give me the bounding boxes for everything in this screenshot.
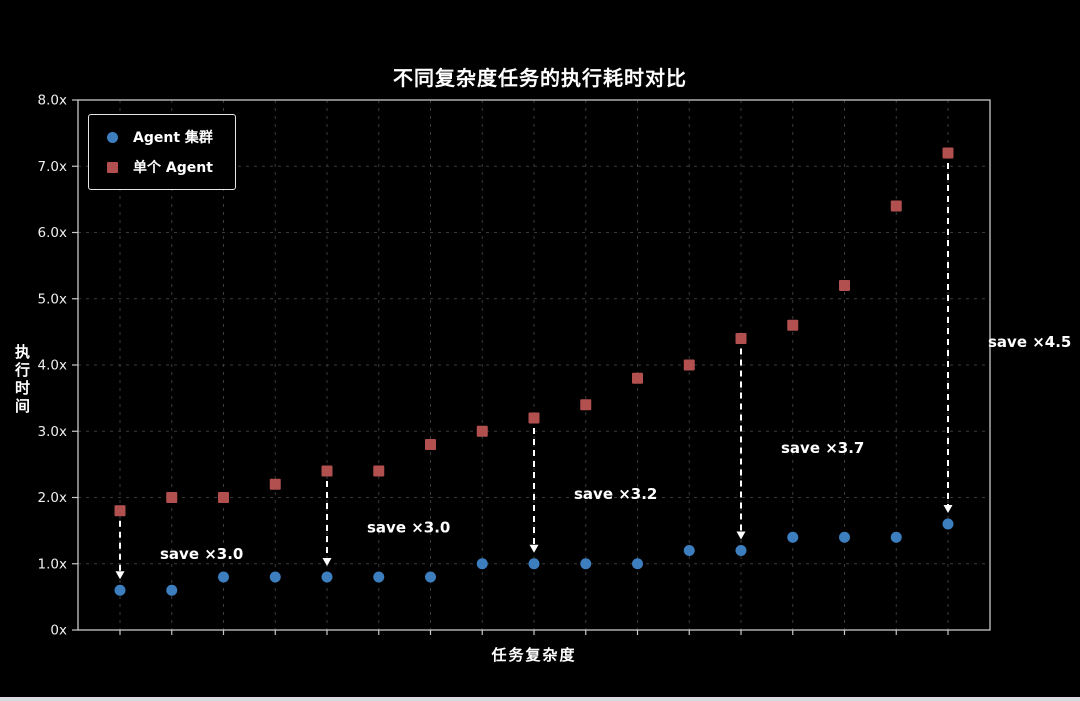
- scatter-point-agent-cluster: [839, 531, 850, 543]
- scatter-point-agent-cluster: [942, 518, 954, 530]
- chart-title: 不同复杂度任务的执行耗时对比: [393, 66, 687, 90]
- scatter-point-single-agent: [632, 372, 643, 384]
- y-tick-label: 7.0x: [38, 159, 67, 175]
- scatter-point-single-agent: [735, 333, 747, 344]
- y-tick-label: 5.0x: [38, 291, 67, 307]
- save-annotation: save ×3.0: [160, 545, 243, 563]
- scatter-point-single-agent: [269, 478, 281, 490]
- scatter-point-agent-cluster: [425, 571, 436, 583]
- scatter-point-agent-cluster: [890, 531, 902, 543]
- scatter-point-agent-cluster: [114, 584, 126, 596]
- save-arrow-head: [943, 505, 953, 513]
- scatter-point-agent-cluster: [683, 545, 695, 556]
- legend-label-agent-cluster: Agent 集群: [133, 130, 213, 146]
- save-annotation: save ×3.7: [781, 439, 864, 457]
- y-tick-label: 6.0x: [38, 225, 67, 241]
- scatter-point-single-agent: [528, 412, 540, 424]
- scatter-point-agent-cluster: [580, 558, 592, 570]
- legend-item-single-agent: 单个 Agent: [107, 157, 213, 177]
- scatter-point-agent-cluster: [632, 558, 643, 570]
- scatter-point-single-agent: [890, 200, 902, 212]
- legend-item-agent-cluster: Agent 集群: [107, 127, 213, 147]
- y-tick-label: 4.0x: [38, 358, 67, 374]
- y-axis-label: 执行时间: [13, 344, 31, 416]
- scatter-point-single-agent: [373, 465, 385, 477]
- y-tick-label: 0x: [50, 623, 67, 639]
- scatter-point-single-agent: [321, 465, 333, 477]
- save-arrow-head: [529, 544, 539, 553]
- scatter-point-agent-cluster: [476, 558, 488, 570]
- scatter-point-agent-cluster: [321, 571, 333, 583]
- scatter-point-agent-cluster: [218, 571, 229, 583]
- scatter-point-single-agent: [114, 505, 126, 517]
- bottom-edge-bar: [0, 697, 1080, 701]
- legend-marker-circle-icon: [107, 131, 118, 143]
- scatter-point-single-agent: [580, 399, 592, 411]
- save-arrow-head: [736, 531, 746, 540]
- legend: Agent 集群 单个 Agent: [88, 114, 236, 190]
- legend-label-single-agent: 单个 Agent: [133, 160, 213, 176]
- scatter-point-agent-cluster: [269, 571, 281, 583]
- save-annotation: save ×3.0: [367, 518, 450, 536]
- scatter-point-agent-cluster: [735, 545, 747, 556]
- scatter-point-single-agent: [942, 147, 954, 159]
- save-arrow-head: [322, 558, 332, 566]
- y-tick-label: 2.0x: [38, 490, 67, 506]
- x-axis-label: 任务复杂度: [491, 646, 577, 664]
- scatter-point-agent-cluster: [528, 558, 540, 570]
- scatter-point-single-agent: [166, 492, 178, 503]
- y-tick-label: 1.0x: [38, 556, 67, 572]
- scatter-point-single-agent: [839, 280, 850, 291]
- save-annotation: save ×4.5: [988, 333, 1071, 351]
- scatter-point-single-agent: [683, 359, 695, 371]
- scatter-point-single-agent: [787, 319, 799, 331]
- save-annotation: save ×3.2: [574, 485, 657, 503]
- legend-marker-square-icon: [107, 161, 118, 173]
- save-arrow-head: [115, 571, 125, 580]
- scatter-point-single-agent: [218, 492, 229, 503]
- scatter-point-single-agent: [425, 439, 436, 450]
- y-tick-label: 8.0x: [38, 93, 67, 109]
- scatter-point-single-agent: [476, 425, 488, 437]
- scatter-point-agent-cluster: [787, 531, 799, 543]
- y-tick-label: 3.0x: [38, 424, 67, 440]
- scatter-point-agent-cluster: [373, 571, 385, 583]
- scatter-point-agent-cluster: [166, 584, 178, 596]
